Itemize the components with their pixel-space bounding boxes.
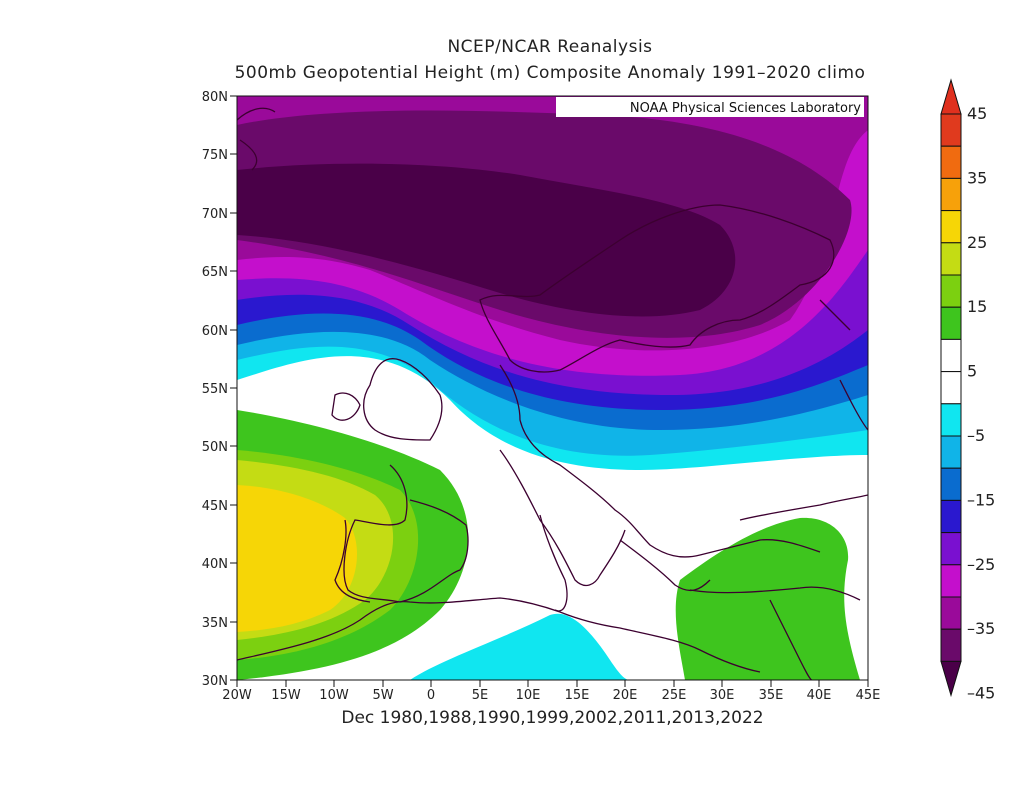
lat-tick-65n: 65N — [202, 265, 237, 280]
svg-text:55N: 55N — [202, 382, 228, 397]
svg-text:30E: 30E — [710, 688, 735, 703]
colorbar-label: –25 — [967, 555, 995, 574]
lon-tick-10e: 10E — [516, 680, 541, 703]
svg-text:15W: 15W — [271, 688, 301, 703]
colorbar-segment — [940, 177, 962, 212]
lat-tick-75n: 75N — [202, 148, 237, 163]
svg-text:50N: 50N — [202, 440, 228, 455]
colorbar-segment — [940, 145, 962, 179]
colorbar-segment — [940, 338, 962, 373]
colorbar-label: –5 — [967, 426, 985, 445]
svg-text:25E: 25E — [662, 688, 687, 703]
svg-text:0: 0 — [427, 688, 435, 703]
credit-text: NOAA Physical Sciences Laboratory — [630, 101, 861, 116]
svg-text:75N: 75N — [202, 148, 228, 163]
svg-text:5E: 5E — [472, 688, 489, 703]
colorbar-label: –15 — [967, 490, 995, 509]
lat-tick-30n: 30N — [202, 674, 237, 689]
svg-text:20E: 20E — [613, 688, 638, 703]
svg-text:40E: 40E — [807, 688, 832, 703]
svg-text:20W: 20W — [222, 688, 252, 703]
lat-tick-50n: 50N — [202, 440, 237, 455]
latitude-axis: 30N 35N 40N 45N 50N 55N 60N 65N 70N 75N … — [202, 90, 237, 689]
colorbar-segment — [940, 210, 962, 244]
colorbar-segment — [940, 306, 962, 340]
colorbar-segment — [940, 532, 962, 566]
svg-text:70N: 70N — [202, 207, 228, 222]
colorbar-segment — [940, 242, 962, 276]
colorbar-segment — [940, 467, 962, 501]
lon-tick-5w: 5W — [372, 680, 394, 703]
svg-text:45E: 45E — [856, 688, 881, 703]
svg-text:30N: 30N — [202, 674, 228, 689]
colorbar-segment — [940, 274, 962, 308]
map-title: NCEP/NCAR Reanalysis — [447, 37, 653, 57]
anomaly-fill — [237, 96, 868, 680]
lat-tick-40n: 40N — [202, 557, 237, 572]
lon-tick-15e: 15E — [565, 680, 590, 703]
lat-tick-60n: 60N — [202, 324, 237, 339]
lon-tick-30e: 30E — [710, 680, 735, 703]
colorbar-segment — [940, 371, 962, 405]
colorbar-label: 5 — [967, 362, 977, 381]
lat-tick-70n: 70N — [202, 207, 237, 222]
composite-years-label: Dec 1980,1988,1990,1999,2002,2011,2013,2… — [341, 708, 764, 728]
colorbar-segment — [940, 435, 962, 469]
svg-text:15E: 15E — [565, 688, 590, 703]
svg-text:45N: 45N — [202, 499, 228, 514]
lon-tick-25e: 25E — [662, 680, 687, 703]
map-subtitle: 500mb Geopotential Height (m) Composite … — [234, 63, 866, 83]
colorbar-segment — [940, 596, 962, 630]
lon-tick-45e: 45E — [856, 680, 881, 703]
svg-text:5W: 5W — [372, 688, 393, 703]
lat-tick-45n: 45N — [202, 499, 237, 514]
colorbar: 45 35 25 15 5 –5 –15 –25 –35 –45 — [940, 78, 995, 703]
colorbar-segment — [940, 113, 962, 147]
svg-text:80N: 80N — [202, 90, 228, 105]
colorbar-label: 35 — [967, 168, 987, 187]
lon-tick-20w: 20W — [222, 680, 252, 703]
svg-text:10W: 10W — [319, 688, 349, 703]
colorbar-segment — [940, 403, 962, 437]
svg-text:10E: 10E — [516, 688, 541, 703]
lat-tick-35n: 35N — [202, 616, 237, 631]
colorbar-bottom-arrow — [940, 660, 962, 698]
lon-tick-20e: 20E — [613, 680, 638, 703]
svg-text:60N: 60N — [202, 324, 228, 339]
lat-tick-55n: 55N — [202, 382, 237, 397]
lon-tick-5e: 5E — [472, 680, 489, 703]
lon-tick-40e: 40E — [807, 680, 832, 703]
lon-tick-35e: 35E — [759, 680, 784, 703]
svg-text:40N: 40N — [202, 557, 228, 572]
colorbar-label: 15 — [967, 297, 987, 316]
colorbar-segment — [940, 564, 962, 598]
coastlines — [237, 107, 868, 680]
colorbar-top-arrow — [940, 78, 962, 115]
svg-text:35N: 35N — [202, 616, 228, 631]
svg-text:65N: 65N — [202, 265, 228, 280]
lon-tick-15w: 15W — [271, 680, 301, 703]
credit-box — [556, 97, 864, 117]
colorbar-label: 25 — [967, 233, 987, 252]
lon-tick-0: 0 — [427, 680, 435, 703]
lat-tick-80n: 80N — [202, 90, 237, 105]
colorbar-segment — [940, 499, 962, 534]
colorbar-label: –45 — [967, 684, 995, 703]
colorbar-label: –35 — [967, 619, 995, 638]
colorbar-segment — [940, 628, 962, 662]
svg-text:35E: 35E — [759, 688, 784, 703]
colorbar-label: 45 — [967, 104, 987, 123]
longitude-axis: 20W 15W 10W 5W 0 5E 10E 15E 20E 25E 30E … — [222, 680, 880, 703]
lon-tick-10w: 10W — [319, 680, 349, 703]
